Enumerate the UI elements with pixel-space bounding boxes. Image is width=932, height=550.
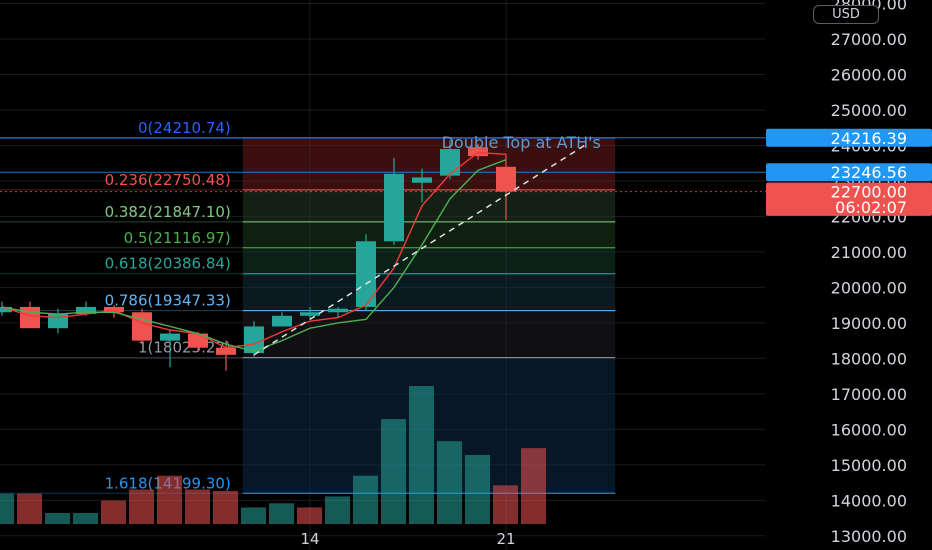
volume-bar [185, 489, 210, 524]
y-tick-label: 25000.00 [831, 101, 907, 120]
candle-body [328, 308, 348, 313]
volume-bar [241, 507, 266, 524]
fib-level-label: 0.786(19347.33) [105, 292, 231, 310]
currency-button[interactable]: USD [813, 5, 879, 24]
volume-bar [521, 448, 546, 524]
price-label-text: 23246.56 [831, 163, 907, 182]
y-tick-label: 19000.00 [831, 314, 907, 333]
price-label-box [766, 197, 932, 216]
candle-body [468, 147, 488, 157]
candle-body [216, 347, 236, 355]
volume-bar [213, 490, 238, 524]
volume-bar [17, 493, 42, 524]
volume-bar [101, 500, 126, 524]
candle-body [20, 306, 40, 329]
volume-bar [437, 441, 462, 524]
volume-bars [0, 386, 546, 524]
time-axis: 14 21 [300, 530, 515, 548]
x-tick-label: 21 [496, 530, 515, 548]
volume-bar [157, 475, 182, 524]
price-axis-background [770, 0, 932, 550]
fib-level-label: 0.5(21116.97) [124, 229, 231, 247]
volume-bar [409, 386, 434, 524]
price-label-box [766, 182, 932, 201]
candle-body [496, 166, 516, 192]
candle-body [412, 177, 432, 183]
moving-averages [1, 151, 507, 353]
volume-bar [381, 419, 406, 524]
y-tick-label: 27000.00 [831, 30, 907, 49]
volume-bar [0, 493, 14, 524]
y-tick-label: 21000.00 [831, 243, 907, 262]
price-label: 06:02:07 [766, 197, 932, 217]
price-label: 23246.56 [766, 163, 932, 182]
price-label-text: 06:02:07 [835, 198, 907, 217]
candles [0, 140, 516, 371]
fib-level-label: 0(24210.74) [138, 119, 231, 137]
fib-zone [242, 221, 616, 248]
fibonacci-retracement: 0(24210.74) 0.236(22750.48) 0.382(21847.10… [0, 119, 616, 494]
price-label: 24216.39 [766, 128, 932, 148]
fib-zone [242, 273, 616, 311]
price-label-box [766, 128, 932, 147]
y-tick-label: 20000.00 [831, 278, 907, 297]
fib-level-label: 0.236(22750.48) [105, 171, 231, 189]
moving-average-line [1, 151, 507, 349]
volume-bar [325, 496, 350, 524]
y-tick-label: 18000.00 [831, 349, 907, 368]
annotation-text: Double Top at ATH's [442, 133, 601, 152]
volume-bar [269, 503, 294, 524]
price-label-text: 22700.00 [831, 183, 907, 202]
volume-bar [297, 507, 322, 524]
fib-zone [242, 310, 616, 358]
y-tick-label: 17000.00 [831, 385, 907, 404]
y-tick-label: 13000.00 [831, 527, 907, 546]
fib-zone [242, 247, 616, 274]
volume-bar [465, 455, 490, 524]
price-label-box [766, 163, 932, 182]
volume-bar [353, 475, 378, 524]
volume-bar [493, 485, 518, 524]
moving-average-line [1, 159, 507, 353]
fib-level-label: 0.382(21847.10) [105, 203, 231, 221]
fib-zone [242, 189, 616, 222]
fib-level-label: 0.618(20386.84) [105, 255, 231, 273]
price-label-text: 24216.39 [831, 129, 907, 148]
y-tick-label: 16000.00 [831, 420, 907, 439]
candle-body [440, 149, 460, 176]
x-tick-label: 14 [300, 530, 319, 548]
candle-body [188, 333, 208, 348]
candle-body [300, 312, 320, 316]
price-label: 22700.00 [766, 182, 932, 202]
volume-bar [45, 512, 70, 524]
candle-body [356, 241, 376, 307]
y-tick-label: 15000.00 [831, 456, 907, 475]
y-tick-label: 26000.00 [831, 66, 907, 85]
volume-bar [129, 489, 154, 524]
candle-body [104, 306, 124, 313]
candle-body [272, 315, 292, 327]
candle-body [132, 312, 152, 341]
y-tick-label: 14000.00 [831, 491, 907, 510]
volume-bar [73, 512, 98, 524]
candle-body [384, 173, 404, 242]
candle-body [160, 333, 180, 341]
price-axis: 13000.00 14000.00 15000.00 16000.00 17000.00… [766, 0, 932, 550]
candle-body [76, 306, 96, 315]
candle-body [0, 306, 12, 313]
candle-body [244, 326, 264, 354]
